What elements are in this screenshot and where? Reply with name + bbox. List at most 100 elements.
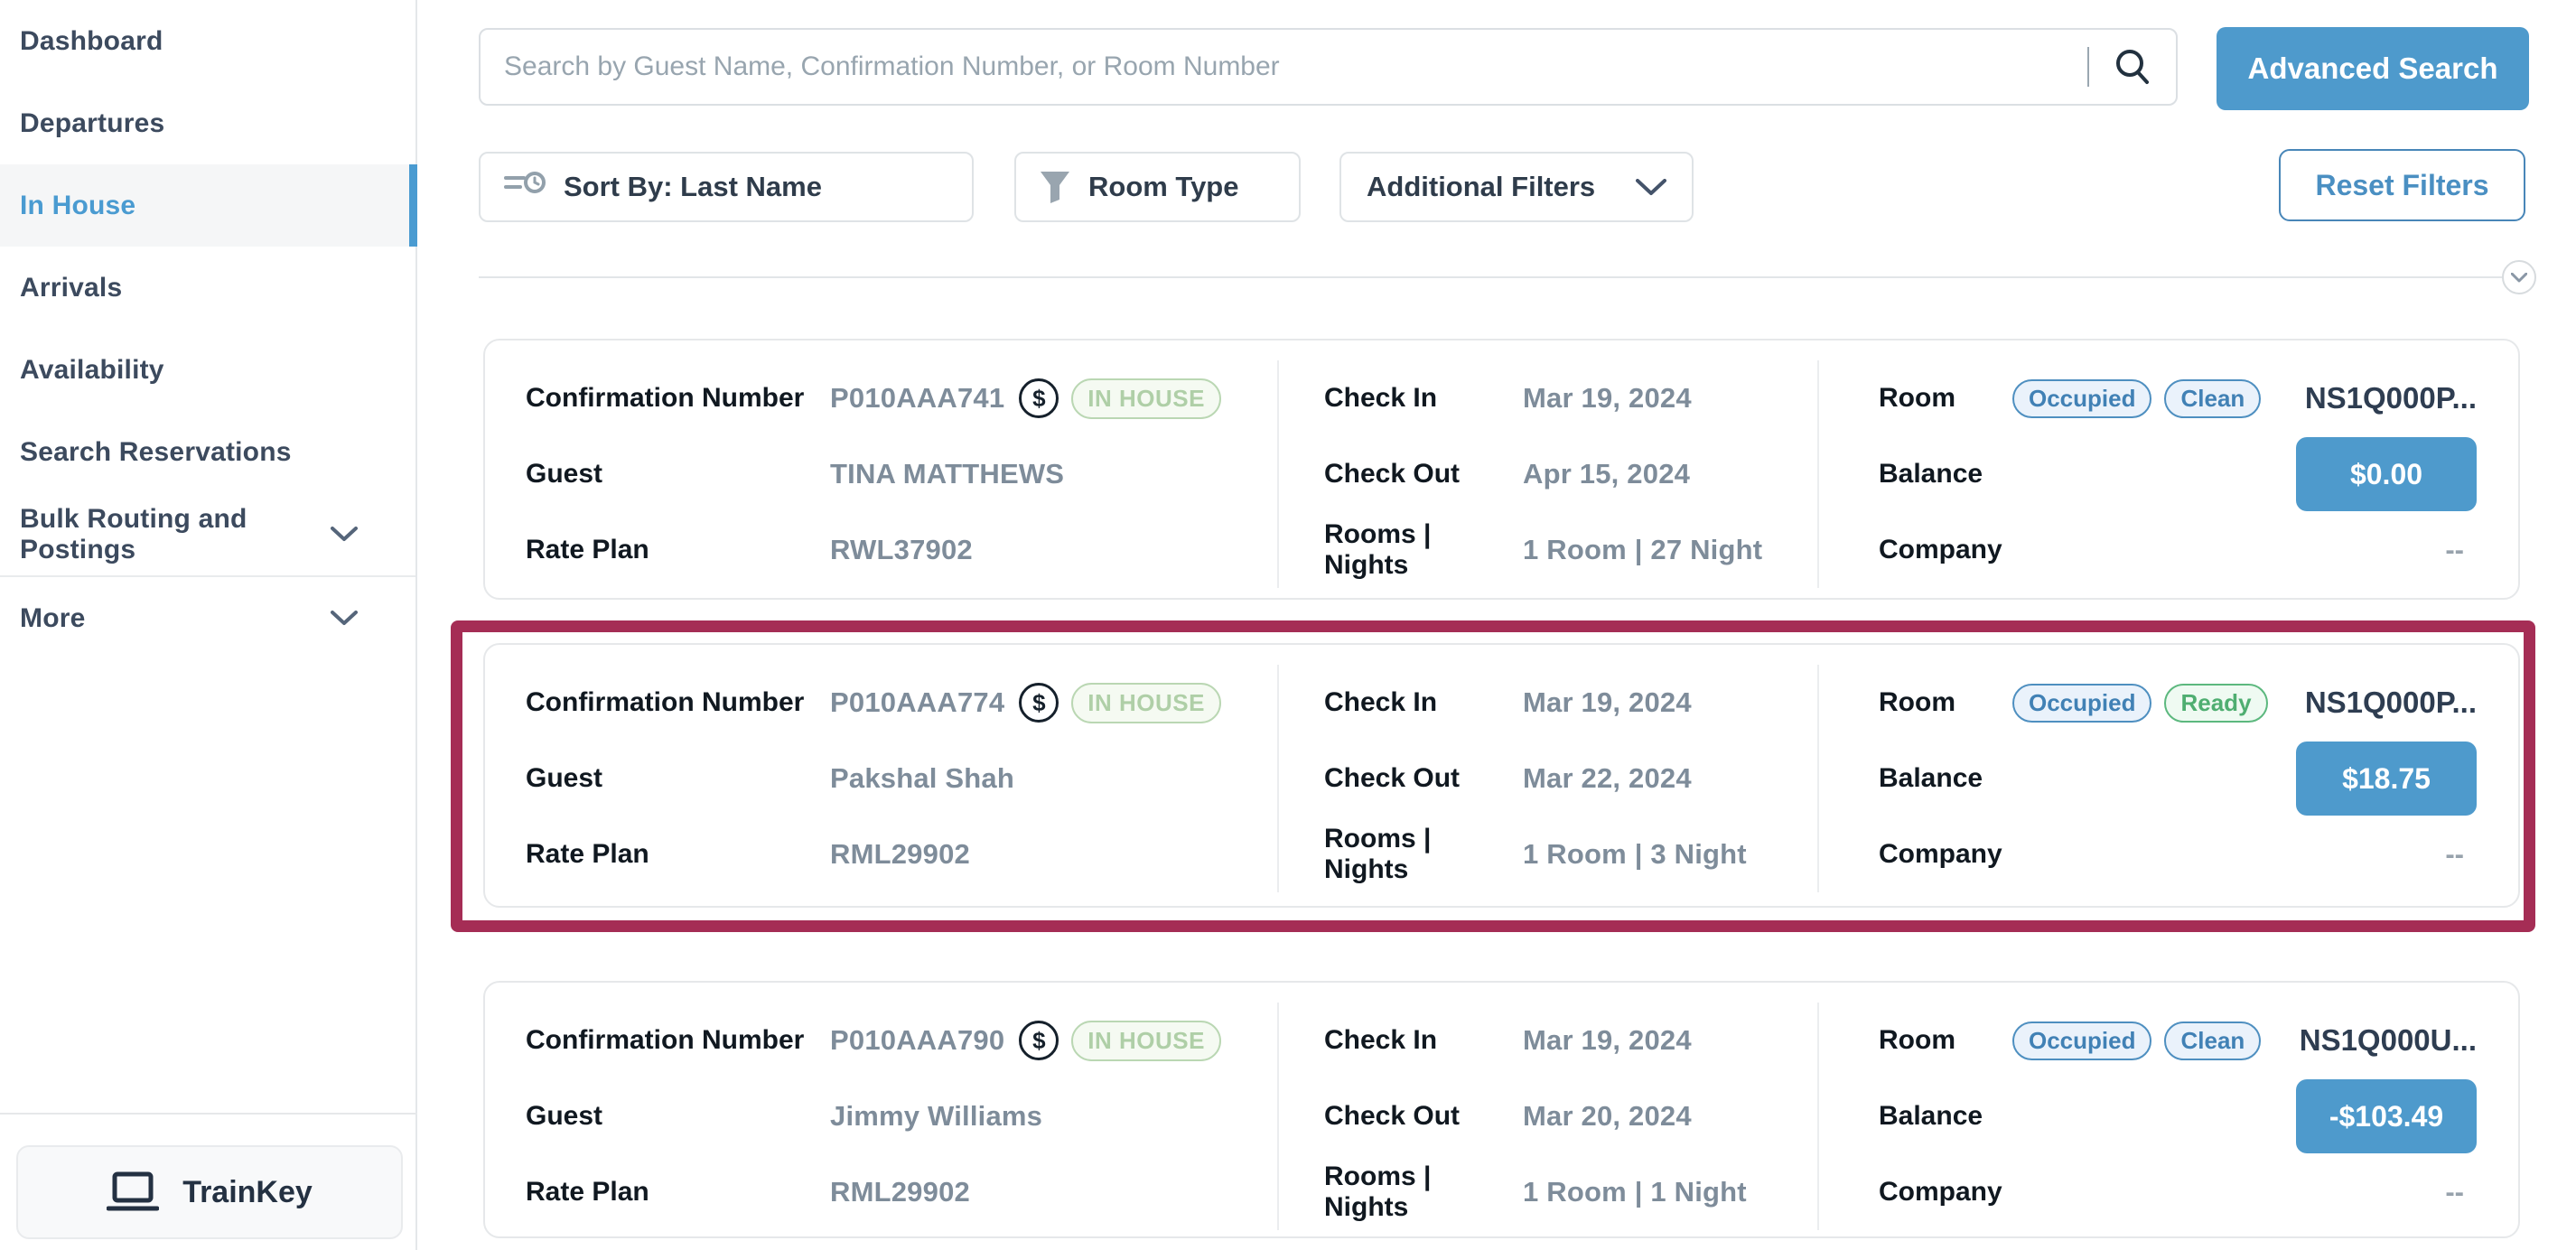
rooms-nights-value: 1 Room | 1 Night xyxy=(1523,1176,1747,1208)
check-out-date: Mar 22, 2024 xyxy=(1523,762,1692,794)
sidebar-item-availability[interactable]: Availability xyxy=(0,329,415,411)
rate-plan-value: RML29902 xyxy=(830,838,970,870)
reservation-card[interactable]: Confirmation Number P010AAA790 $ IN HOUS… xyxy=(483,981,2520,1238)
check-in-label: Check In xyxy=(1324,1025,1438,1055)
laptop-icon xyxy=(107,1171,160,1213)
sidebar-item-search-reservations[interactable]: Search Reservations xyxy=(0,411,415,493)
sidebar-item-label: Dashboard xyxy=(20,25,163,56)
chevron-down-icon xyxy=(1636,178,1666,196)
sidebar-item-more[interactable]: More xyxy=(0,577,415,659)
sort-icon xyxy=(504,170,547,204)
confirmation-row: Confirmation Number P010AAA774 $ IN HOUS… xyxy=(526,665,1277,741)
sidebar-item-label: Bulk Routing and Postings xyxy=(20,503,247,564)
payment-dollar-icon[interactable]: $ xyxy=(1019,683,1059,723)
confirmation-number-label: Confirmation Number xyxy=(526,1025,805,1055)
room-row: Room Occupied Clean NS1Q000U... xyxy=(1879,1003,2477,1078)
guest-name: Jimmy Williams xyxy=(830,1100,1043,1132)
chevron-down-icon xyxy=(331,611,358,626)
guest-row: Guest Jimmy Williams xyxy=(526,1078,1277,1154)
search-icon xyxy=(2111,45,2154,89)
check-in-date: Mar 19, 2024 xyxy=(1523,1024,1692,1056)
reset-filters-button[interactable]: Reset Filters xyxy=(2279,149,2525,221)
confirmation-number-value: P010AAA774 xyxy=(830,686,1005,718)
sidebar-divider xyxy=(0,575,415,577)
company-label: Company xyxy=(1879,839,2002,869)
search-submit-button[interactable] xyxy=(2107,43,2158,90)
rate-plan-row: Rate Plan RML29902 xyxy=(526,1154,1277,1230)
room-row: Room Occupied Ready NS1Q000P... xyxy=(1879,665,2477,741)
card-room-column: Room Occupied Ready NS1Q000P... Balance … xyxy=(1817,665,2518,892)
balance-label: Balance xyxy=(1879,459,1983,489)
room-status-badge: Occupied xyxy=(2012,378,2152,418)
card-stay-column: Check In Mar 19, 2024 Check Out Apr 15, … xyxy=(1277,360,1817,588)
additional-filters-dropdown[interactable]: Additional Filters xyxy=(1339,152,1694,222)
brand-label: TrainKey xyxy=(182,1174,313,1209)
sort-by-button[interactable]: Sort By: Last Name xyxy=(479,152,974,222)
sidebar-item-departures[interactable]: Departures xyxy=(0,82,415,164)
advanced-search-button[interactable]: Advanced Search xyxy=(2217,27,2529,110)
balance-button[interactable]: $18.75 xyxy=(2296,742,2477,816)
sidebar-item-label: More xyxy=(20,602,86,633)
rooms-nights-row: Rooms | Nights 1 Room | 27 Night xyxy=(1324,512,1817,588)
card-stay-column: Check In Mar 19, 2024 Check Out Mar 20, … xyxy=(1277,1003,1817,1230)
rooms-nights-label: Rooms | Nights xyxy=(1324,1161,1432,1222)
card-room-column: Room Occupied Clean NS1Q000U... Balance … xyxy=(1817,1003,2518,1230)
reservation-card[interactable]: Confirmation Number P010AAA741 $ IN HOUS… xyxy=(483,339,2520,600)
balance-row: Balance -$103.49 xyxy=(1879,1078,2477,1154)
sidebar-item-dashboard[interactable]: Dashboard xyxy=(0,0,415,82)
search-input[interactable] xyxy=(479,28,2178,106)
guest-row: Guest Pakshal Shah xyxy=(526,741,1277,816)
room-type-label: Room Type xyxy=(1088,171,1239,202)
check-out-date: Apr 15, 2024 xyxy=(1523,458,1691,490)
list-header-divider xyxy=(479,276,2502,278)
sidebar-item-in-house[interactable]: In House xyxy=(0,164,417,247)
collapse-toggle-button[interactable] xyxy=(2502,260,2536,294)
rooms-nights-value: 1 Room | 3 Night xyxy=(1523,838,1747,870)
check-out-label: Check Out xyxy=(1324,459,1461,489)
balance-label: Balance xyxy=(1879,1101,1983,1131)
check-in-date: Mar 19, 2024 xyxy=(1523,382,1692,414)
additional-filters-label: Additional Filters xyxy=(1367,171,1596,202)
company-label: Company xyxy=(1879,1177,2002,1207)
room-row: Room Occupied Clean NS1Q000P... xyxy=(1879,360,2477,436)
rooms-nights-label: Rooms | Nights xyxy=(1324,519,1432,580)
rate-plan-row: Rate Plan RML29902 xyxy=(526,816,1277,892)
payment-dollar-icon[interactable]: $ xyxy=(1019,1021,1059,1060)
status-badge: IN HOUSE xyxy=(1071,682,1221,723)
sidebar-item-label: In House xyxy=(20,190,136,220)
rate-plan-value: RML29902 xyxy=(830,1176,970,1208)
reservation-card[interactable]: Confirmation Number P010AAA774 $ IN HOUS… xyxy=(483,643,2520,908)
balance-label: Balance xyxy=(1879,763,1983,793)
check-out-label: Check Out xyxy=(1324,763,1461,793)
confirmation-number-value: P010AAA790 xyxy=(830,1024,1005,1056)
balance-row: Balance $18.75 xyxy=(1879,741,2477,816)
rooms-nights-row: Rooms | Nights 1 Room | 1 Night xyxy=(1324,1154,1817,1230)
housekeeping-status-badge: Clean xyxy=(2164,1021,2262,1060)
check-in-date: Mar 19, 2024 xyxy=(1523,686,1692,718)
check-in-label: Check In xyxy=(1324,687,1438,717)
trainkey-button[interactable]: TrainKey xyxy=(16,1145,403,1239)
balance-button[interactable]: $0.00 xyxy=(2296,437,2477,511)
company-label: Company xyxy=(1879,535,2002,564)
guest-label: Guest xyxy=(526,763,603,793)
rate-plan-label: Rate Plan xyxy=(526,535,649,564)
confirmation-row: Confirmation Number P010AAA790 $ IN HOUS… xyxy=(526,1003,1277,1078)
check-out-date: Mar 20, 2024 xyxy=(1523,1100,1692,1132)
room-type-filter-button[interactable]: Room Type xyxy=(1014,152,1301,222)
sidebar-item-label: Search Reservations xyxy=(20,436,292,467)
check-out-label: Check Out xyxy=(1324,1101,1461,1131)
company-row: Company -- xyxy=(1879,816,2477,892)
card-stay-column: Check In Mar 19, 2024 Check Out Mar 22, … xyxy=(1277,665,1817,892)
status-badge: IN HOUSE xyxy=(1071,378,1221,419)
confirmation-row: Confirmation Number P010AAA741 $ IN HOUS… xyxy=(526,360,1277,436)
check-in-row: Check In Mar 19, 2024 xyxy=(1324,665,1817,741)
sidebar-item-label: Arrivals xyxy=(20,272,123,303)
search-bar xyxy=(479,28,2178,106)
payment-dollar-icon[interactable]: $ xyxy=(1019,378,1059,418)
sidebar-item-arrivals[interactable]: Arrivals xyxy=(0,247,415,329)
balance-button[interactable]: -$103.49 xyxy=(2296,1079,2477,1153)
company-row: Company -- xyxy=(1879,512,2477,588)
search-divider xyxy=(2087,47,2089,87)
confirmation-number-value: P010AAA741 xyxy=(830,382,1005,414)
sidebar-item-bulk-routing[interactable]: Bulk Routing and Postings xyxy=(0,493,415,575)
